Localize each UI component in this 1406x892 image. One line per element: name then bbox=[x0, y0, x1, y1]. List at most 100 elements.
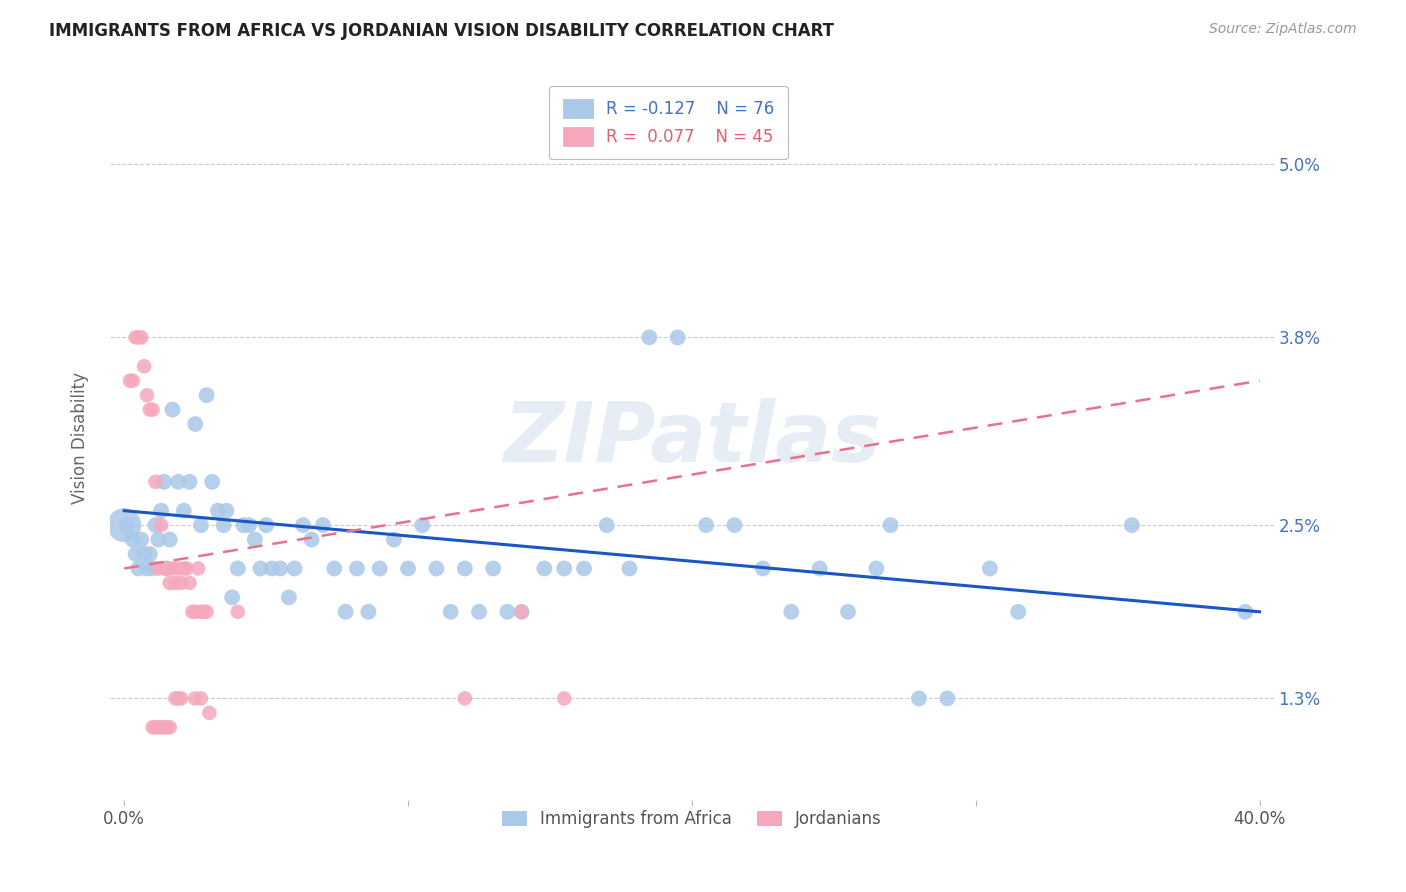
Point bbox=[269, 561, 291, 575]
Point bbox=[572, 561, 595, 575]
Point bbox=[159, 720, 181, 734]
Point bbox=[118, 374, 141, 388]
Point bbox=[153, 475, 176, 489]
Point bbox=[142, 561, 165, 575]
Point bbox=[156, 720, 179, 734]
Point bbox=[411, 518, 433, 533]
Point bbox=[179, 475, 201, 489]
Point bbox=[454, 691, 477, 706]
Point bbox=[553, 691, 575, 706]
Point bbox=[201, 475, 224, 489]
Point bbox=[226, 561, 249, 575]
Point bbox=[243, 533, 266, 547]
Point bbox=[127, 330, 149, 344]
Point bbox=[695, 518, 717, 533]
Point bbox=[124, 330, 146, 344]
Point bbox=[156, 561, 179, 575]
Point bbox=[170, 691, 193, 706]
Point bbox=[167, 475, 190, 489]
Point bbox=[865, 561, 887, 575]
Point bbox=[254, 518, 277, 533]
Point bbox=[195, 605, 218, 619]
Point bbox=[115, 518, 138, 533]
Point bbox=[454, 561, 477, 575]
Point bbox=[187, 561, 209, 575]
Point bbox=[723, 518, 745, 533]
Point bbox=[153, 720, 176, 734]
Point bbox=[173, 504, 195, 518]
Point bbox=[382, 533, 405, 547]
Point bbox=[1121, 518, 1143, 533]
Point bbox=[780, 605, 803, 619]
Point bbox=[1007, 605, 1029, 619]
Point bbox=[908, 691, 931, 706]
Point bbox=[249, 561, 271, 575]
Point bbox=[215, 504, 238, 518]
Text: IMMIGRANTS FROM AFRICA VS JORDANIAN VISION DISABILITY CORRELATION CHART: IMMIGRANTS FROM AFRICA VS JORDANIAN VISI… bbox=[49, 22, 834, 40]
Point bbox=[129, 533, 152, 547]
Point bbox=[150, 504, 173, 518]
Point bbox=[496, 605, 519, 619]
Point bbox=[277, 591, 299, 605]
Point bbox=[145, 518, 167, 533]
Point bbox=[181, 605, 204, 619]
Point bbox=[468, 605, 491, 619]
Point bbox=[153, 561, 176, 575]
Point bbox=[368, 561, 391, 575]
Point bbox=[121, 533, 143, 547]
Point bbox=[312, 518, 335, 533]
Text: ZIPatlas: ZIPatlas bbox=[503, 398, 880, 479]
Point bbox=[232, 518, 254, 533]
Point bbox=[226, 605, 249, 619]
Point bbox=[165, 575, 187, 590]
Point bbox=[165, 691, 187, 706]
Point bbox=[136, 388, 159, 402]
Point bbox=[129, 330, 152, 344]
Point bbox=[440, 605, 463, 619]
Point bbox=[979, 561, 1001, 575]
Point bbox=[238, 518, 260, 533]
Point bbox=[482, 561, 505, 575]
Point bbox=[837, 605, 859, 619]
Point bbox=[323, 561, 346, 575]
Point bbox=[148, 561, 170, 575]
Point bbox=[150, 518, 173, 533]
Point bbox=[596, 518, 619, 533]
Point bbox=[139, 547, 162, 561]
Point bbox=[112, 518, 135, 533]
Point bbox=[159, 533, 181, 547]
Point bbox=[221, 591, 243, 605]
Point bbox=[638, 330, 661, 344]
Point bbox=[142, 720, 165, 734]
Point bbox=[170, 575, 193, 590]
Point bbox=[619, 561, 641, 575]
Point bbox=[176, 561, 198, 575]
Point bbox=[159, 575, 181, 590]
Legend: Immigrants from Africa, Jordanians: Immigrants from Africa, Jordanians bbox=[495, 803, 889, 835]
Point bbox=[1234, 605, 1257, 619]
Point bbox=[198, 706, 221, 720]
Point bbox=[179, 575, 201, 590]
Point bbox=[666, 330, 689, 344]
Point bbox=[190, 518, 212, 533]
Point bbox=[396, 561, 419, 575]
Point bbox=[167, 691, 190, 706]
Point bbox=[212, 518, 235, 533]
Point bbox=[193, 605, 215, 619]
Point bbox=[145, 720, 167, 734]
Text: Source: ZipAtlas.com: Source: ZipAtlas.com bbox=[1209, 22, 1357, 37]
Point bbox=[127, 561, 149, 575]
Point bbox=[150, 720, 173, 734]
Point bbox=[173, 561, 195, 575]
Point bbox=[283, 561, 305, 575]
Point bbox=[162, 561, 184, 575]
Point bbox=[335, 605, 357, 619]
Point bbox=[142, 402, 165, 417]
Point bbox=[184, 691, 207, 706]
Point bbox=[148, 533, 170, 547]
Point bbox=[533, 561, 555, 575]
Point bbox=[260, 561, 283, 575]
Point bbox=[190, 691, 212, 706]
Point bbox=[124, 547, 146, 561]
Point bbox=[510, 605, 533, 619]
